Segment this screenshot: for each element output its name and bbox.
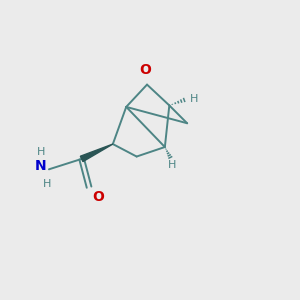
- Text: H: H: [190, 94, 198, 104]
- Text: N: N: [35, 159, 46, 173]
- Text: O: O: [93, 190, 104, 203]
- Text: H: H: [36, 147, 45, 158]
- Polygon shape: [80, 144, 113, 162]
- Text: H: H: [42, 179, 51, 189]
- Text: H: H: [168, 160, 176, 170]
- Text: O: O: [140, 63, 152, 77]
